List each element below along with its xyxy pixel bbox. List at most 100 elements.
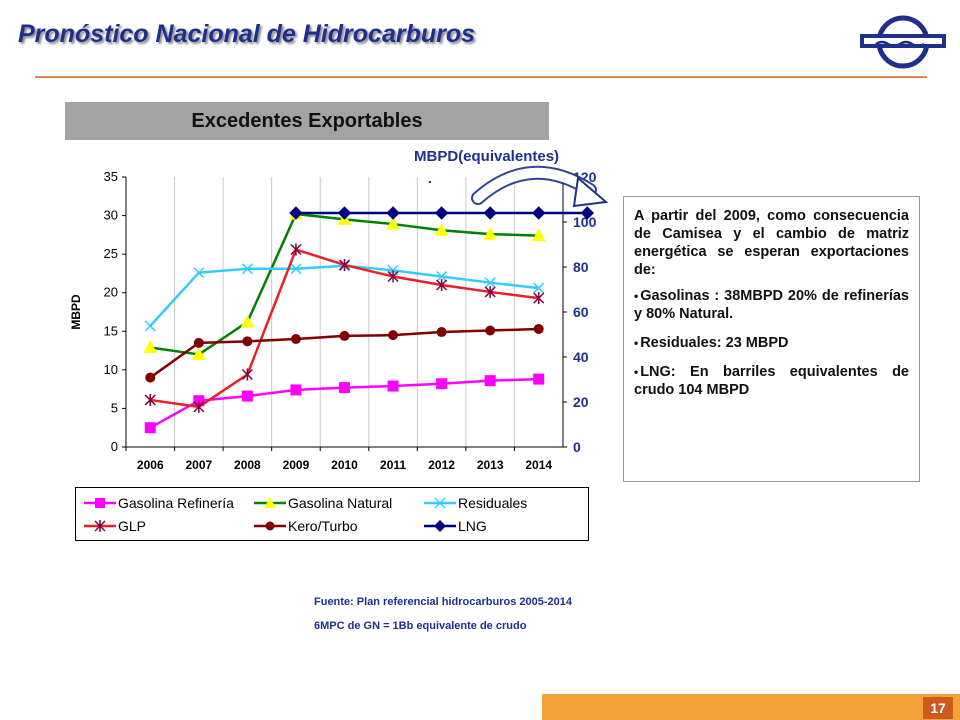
legend-swatch-icon [84, 498, 116, 508]
data-point [290, 384, 302, 396]
data-point [241, 263, 253, 275]
data-point [436, 279, 448, 291]
data-point [533, 323, 544, 334]
bullet-icon: • [634, 365, 639, 379]
data-point [193, 400, 205, 413]
data-point [483, 206, 497, 220]
info-bullet-text: Residuales: 23 MBPD [640, 335, 789, 351]
y-tick-label: 35 [104, 169, 118, 184]
source-footnote: Fuente: Plan referencial hidrocarburos 2… [314, 596, 572, 608]
legend-item: Gasolina Refinería [84, 492, 234, 514]
x-tick-label: 2014 [525, 458, 552, 472]
data-point [241, 390, 253, 402]
y-tick-label: 10 [104, 362, 118, 377]
data-point [434, 206, 449, 220]
footer-bar [542, 694, 960, 720]
secondary-axis-title: MBPD(equivalentes) [414, 148, 560, 165]
data-point [485, 325, 496, 336]
info-bullet: • LNG: En barriles equivalentes de crudo … [634, 363, 909, 399]
data-point [289, 206, 303, 220]
data-point [191, 347, 206, 360]
y-axis-title: MBPD [69, 294, 83, 330]
page-number: 17 [923, 697, 953, 719]
info-bullet-text: LNG: En barriles equivalentes de crudo 1… [634, 364, 909, 398]
data-point [290, 334, 301, 344]
info-bullet: • Residuales: 23 MBPD [634, 334, 909, 352]
bullet-icon: • [634, 336, 639, 350]
legend-item: Residuales [424, 492, 527, 514]
x-tick-label: 2008 [234, 458, 261, 472]
info-bullet: • Gasolinas : 38MBPD 20% de refinerías y … [634, 287, 909, 323]
legend-label: Residuales [458, 495, 528, 511]
data-point [387, 270, 399, 283]
data-point [193, 267, 205, 279]
page-title: Pronóstico Nacional de Hidrocarburos [18, 20, 476, 48]
legend-swatch-icon [424, 520, 456, 532]
y2-tick-label: 40 [573, 349, 589, 365]
data-point [339, 382, 350, 394]
legend-swatch-icon [254, 497, 286, 508]
y-tick-label: 0 [111, 439, 118, 454]
legend-swatch-icon [84, 520, 116, 532]
data-point [337, 206, 352, 220]
data-point [193, 337, 204, 348]
y-tick-label: 30 [104, 208, 118, 223]
legend-label: Kero/Turbo [288, 518, 358, 534]
data-point [436, 378, 448, 390]
company-logo [860, 15, 946, 69]
data-point [531, 228, 546, 242]
y2-tick-label: 80 [573, 259, 589, 275]
conversion-footnote: 6MPC de GN = 1Bb equivalente de crudo [314, 620, 527, 632]
data-point [290, 263, 302, 275]
x-tick-label: 2012 [428, 458, 455, 472]
data-point [483, 227, 498, 240]
x-tick-label: 2011 [380, 458, 406, 472]
data-point [388, 330, 399, 341]
x-tick-label: 2006 [137, 458, 164, 472]
data-point [241, 368, 253, 381]
secondary-axis-title-suffix: . [428, 170, 432, 186]
legend-label: Gasolina Refinería [118, 495, 234, 511]
legend-item: Kero/Turbo [254, 515, 358, 537]
y2-tick-label: 20 [573, 394, 589, 410]
section-banner: Excedentes Exportables [65, 102, 549, 140]
data-point [242, 336, 253, 347]
data-point [387, 380, 399, 392]
data-point [484, 277, 496, 289]
y2-tick-label: 0 [573, 439, 581, 455]
info-intro: A partir del 2009, como consecuencia de … [634, 208, 909, 278]
data-point [338, 258, 351, 271]
data-point [145, 372, 156, 383]
data-point [143, 340, 158, 353]
curved-arrow-inner [473, 167, 595, 203]
legend-item: LNG [424, 515, 487, 537]
data-point [484, 285, 496, 298]
series-line-residuales [149, 264, 539, 327]
data-point [339, 330, 350, 341]
title-divider [35, 76, 927, 78]
data-point [532, 206, 546, 220]
data-point [290, 243, 302, 256]
x-tick-label: 2007 [185, 458, 212, 472]
data-point [386, 206, 400, 220]
data-point [240, 314, 255, 328]
y2-tick-label: 60 [573, 304, 589, 320]
bullet-icon: • [634, 289, 639, 303]
legend-swatch-icon [424, 497, 456, 509]
data-point [533, 373, 545, 385]
chart-legend: Gasolina Refinería Gasolina Natural Residu… [75, 487, 589, 541]
data-point [533, 292, 545, 305]
data-point [436, 270, 448, 283]
legend-label: LNG [458, 518, 487, 534]
x-tick-label: 2013 [477, 458, 504, 472]
x-tick-label: 2009 [283, 458, 310, 472]
data-point [434, 223, 449, 236]
data-point [533, 282, 545, 294]
data-point [580, 206, 594, 220]
info-panel: A partir del 2009, como consecuencia de … [623, 196, 920, 482]
y-tick-label: 5 [111, 400, 118, 415]
y2-tick-label: 100 [573, 214, 597, 230]
legend-swatch-icon [254, 521, 286, 531]
data-point [386, 217, 400, 230]
